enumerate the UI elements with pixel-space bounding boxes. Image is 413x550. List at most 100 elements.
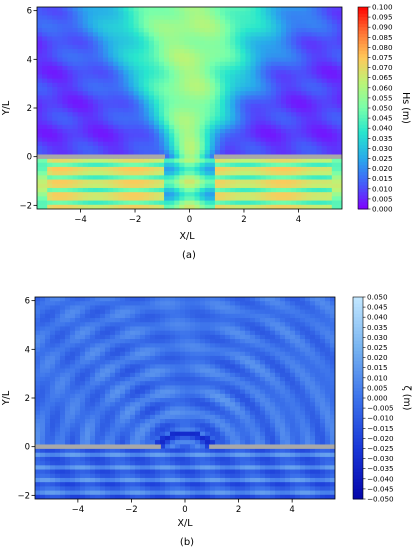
heatmap-cell <box>37 171 43 176</box>
heatmap-cell <box>80 482 86 487</box>
heatmap-cell <box>133 23 140 29</box>
heatmap-cell <box>35 330 41 336</box>
heatmap-cell <box>180 364 186 370</box>
heatmap-cell <box>80 465 86 471</box>
heatmap-cell <box>148 200 155 206</box>
heatmap-cell <box>133 78 140 84</box>
heatmap-cell <box>133 61 140 67</box>
heatmap-cell <box>205 440 211 445</box>
breakwater-right <box>214 154 342 159</box>
heatmap-cell <box>200 456 206 462</box>
heatmap-cell <box>184 53 191 59</box>
heatmap-cell <box>260 171 267 176</box>
heatmap-cell <box>50 330 56 336</box>
heatmap-cell <box>159 99 165 105</box>
heatmap-cell <box>180 414 186 420</box>
heatmap-cell <box>169 7 175 12</box>
heatmap-cell <box>275 108 282 113</box>
heatmap-cell <box>255 124 262 130</box>
heatmap-cell <box>215 334 221 340</box>
heatmap-cell <box>138 158 145 164</box>
heatmap-cell <box>113 192 119 197</box>
heatmap-cell <box>110 389 116 395</box>
heatmap-cell <box>164 196 170 202</box>
heatmap-cell <box>200 406 206 412</box>
heatmap-cell <box>85 301 91 307</box>
heatmap-cell <box>336 129 342 134</box>
heatmap-cell <box>175 297 181 302</box>
heatmap-cell <box>110 435 116 441</box>
heatmap-cell <box>143 162 150 168</box>
heatmap-cell <box>164 99 170 105</box>
heatmap-cell <box>240 78 247 84</box>
heatmap-cell <box>77 91 84 96</box>
heatmap-cell <box>100 372 106 378</box>
heatmap-cell <box>105 456 111 462</box>
heatmap-cell <box>185 364 191 370</box>
heatmap-cell <box>138 200 145 206</box>
heatmap-cell <box>100 309 106 315</box>
heatmap-cell <box>169 129 175 134</box>
heatmap-cell <box>220 103 226 109</box>
heatmap-cell <box>140 322 146 328</box>
heatmap-cell <box>240 99 247 105</box>
heatmap-cell <box>199 154 206 160</box>
heatmap-cell <box>286 91 292 96</box>
heatmap-cell <box>165 452 171 458</box>
heatmap-cell <box>200 482 206 487</box>
heatmap-cell <box>70 385 76 391</box>
heatmap-cell <box>209 162 216 168</box>
heatmap-cell <box>85 368 91 374</box>
heatmap-cell <box>336 91 342 96</box>
heatmap-cell <box>336 183 342 189</box>
heatmap-cell <box>100 398 106 403</box>
heatmap-cell <box>311 70 318 75</box>
heatmap-cell <box>265 162 272 168</box>
heatmap-cell <box>115 482 121 487</box>
heatmap-cell <box>200 393 206 399</box>
heatmap-cell <box>77 108 84 113</box>
heatmap-cell <box>210 456 216 462</box>
heatmap-cell <box>37 204 43 209</box>
heatmap-cell <box>115 494 121 499</box>
heatmap-cell <box>160 461 166 466</box>
heatmap-cell <box>326 61 333 67</box>
heatmap-cell <box>169 166 175 172</box>
heatmap-cell <box>275 11 282 17</box>
heatmap-cell <box>209 82 216 88</box>
heatmap-cell <box>75 339 81 344</box>
heatmap-cell <box>275 86 282 92</box>
heatmap-cell <box>205 376 211 382</box>
heatmap-cell <box>306 91 313 96</box>
heatmap-cell <box>125 313 131 319</box>
heatmap-cell <box>65 385 71 391</box>
heatmap-cell <box>164 158 170 164</box>
heatmap-cell <box>95 410 101 416</box>
heatmap-cell <box>189 57 196 63</box>
heatmap-cell <box>215 355 221 361</box>
heatmap-cell <box>250 44 257 50</box>
heatmap-cell <box>200 313 206 319</box>
colorbar-segment <box>358 54 368 58</box>
heatmap-cell <box>205 313 211 319</box>
heatmap-cell <box>174 108 180 113</box>
heatmap-cell <box>105 318 111 323</box>
heatmap-cell <box>153 108 160 113</box>
heatmap-cell <box>164 171 170 176</box>
heatmap-cell <box>105 326 111 332</box>
heatmap-cell <box>70 364 76 370</box>
heatmap-cell <box>336 175 342 181</box>
heatmap-cell <box>316 187 323 193</box>
heatmap-cell <box>185 402 191 408</box>
heatmap-cell <box>179 49 186 54</box>
heatmap-cell <box>230 431 236 437</box>
heatmap-cell <box>42 133 48 139</box>
heatmap-cell <box>291 175 297 181</box>
heatmap-cell <box>65 423 71 429</box>
x-tick-label: −4 <box>74 215 87 225</box>
heatmap-cell <box>270 32 277 38</box>
heatmap-cell <box>72 108 79 113</box>
heatmap-cell <box>210 372 216 378</box>
heatmap-cell <box>316 112 323 118</box>
heatmap-cell <box>82 40 89 46</box>
